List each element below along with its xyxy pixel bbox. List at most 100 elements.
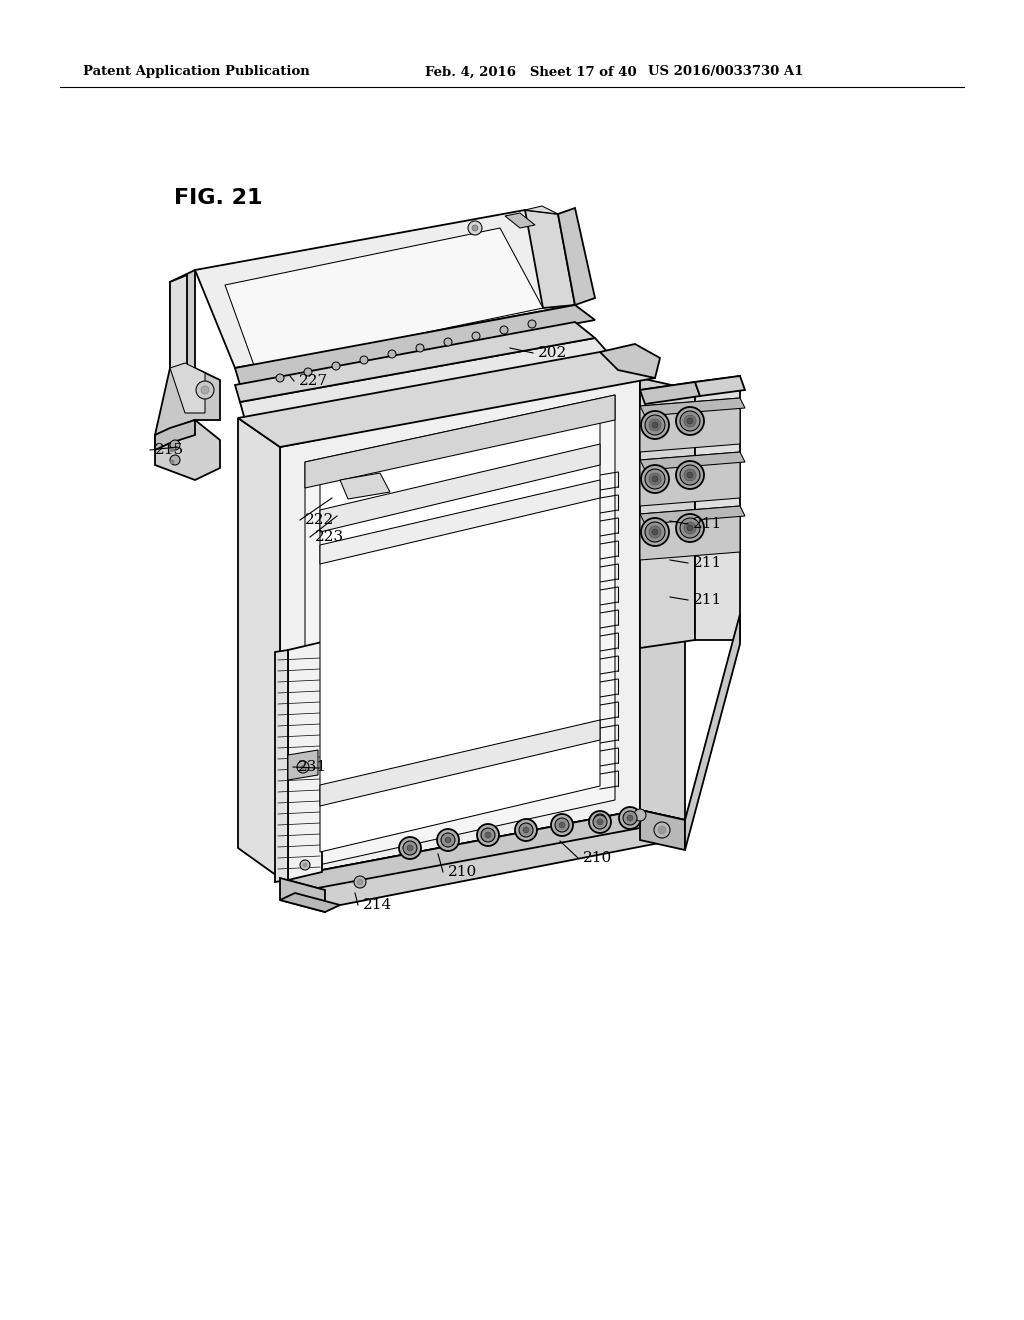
Polygon shape [288, 750, 318, 780]
Circle shape [357, 879, 362, 884]
Polygon shape [640, 451, 745, 470]
Polygon shape [155, 420, 220, 480]
Circle shape [472, 224, 478, 231]
Text: 211: 211 [693, 593, 722, 607]
Text: 215: 215 [155, 444, 184, 457]
Polygon shape [195, 210, 575, 368]
Circle shape [654, 822, 670, 838]
Circle shape [649, 473, 662, 484]
Polygon shape [238, 418, 280, 878]
Polygon shape [238, 352, 655, 447]
Circle shape [485, 832, 490, 838]
Polygon shape [525, 210, 575, 308]
Polygon shape [640, 381, 695, 648]
Circle shape [589, 810, 611, 833]
Polygon shape [640, 810, 685, 850]
Circle shape [676, 513, 705, 543]
Polygon shape [280, 810, 685, 890]
Text: 214: 214 [362, 898, 392, 912]
Circle shape [196, 381, 214, 399]
Circle shape [627, 814, 633, 821]
Circle shape [641, 517, 669, 546]
Circle shape [623, 810, 637, 825]
Circle shape [634, 809, 646, 821]
Polygon shape [319, 411, 600, 851]
Circle shape [500, 326, 508, 334]
Polygon shape [640, 506, 745, 524]
Polygon shape [640, 506, 740, 560]
Circle shape [680, 465, 700, 484]
Circle shape [515, 818, 537, 841]
Circle shape [523, 828, 529, 833]
Circle shape [680, 517, 700, 539]
Circle shape [687, 473, 693, 478]
Polygon shape [525, 206, 558, 214]
Text: 211: 211 [693, 556, 722, 570]
Polygon shape [505, 213, 535, 228]
Polygon shape [170, 363, 205, 413]
Circle shape [593, 814, 607, 829]
Circle shape [332, 362, 340, 370]
Circle shape [170, 440, 180, 450]
Text: Patent Application Publication: Patent Application Publication [83, 66, 309, 78]
Circle shape [519, 822, 534, 837]
Circle shape [276, 374, 284, 381]
Circle shape [645, 521, 665, 543]
Text: 227: 227 [299, 374, 328, 388]
Text: 202: 202 [538, 346, 567, 360]
Circle shape [403, 841, 417, 855]
Circle shape [407, 845, 413, 851]
Circle shape [528, 319, 536, 327]
Circle shape [680, 411, 700, 432]
Circle shape [472, 333, 480, 341]
Circle shape [645, 469, 665, 488]
Polygon shape [234, 305, 595, 385]
Circle shape [468, 220, 482, 235]
Circle shape [551, 814, 573, 836]
Circle shape [354, 876, 366, 888]
Circle shape [559, 822, 565, 828]
Polygon shape [280, 810, 685, 890]
Circle shape [645, 414, 665, 436]
Circle shape [676, 461, 705, 488]
Text: US 2016/0033730 A1: US 2016/0033730 A1 [648, 66, 804, 78]
Polygon shape [240, 338, 610, 420]
Polygon shape [225, 228, 543, 368]
Polygon shape [640, 451, 740, 506]
Text: 210: 210 [583, 851, 612, 865]
Circle shape [676, 407, 705, 436]
Circle shape [684, 521, 696, 535]
Circle shape [304, 368, 312, 376]
Text: 210: 210 [449, 865, 477, 879]
Polygon shape [275, 649, 288, 882]
Circle shape [445, 837, 451, 843]
Polygon shape [170, 271, 195, 381]
Polygon shape [640, 399, 745, 416]
Circle shape [594, 814, 606, 826]
Circle shape [652, 529, 658, 535]
Text: 223: 223 [315, 531, 344, 544]
Text: Feb. 4, 2016   Sheet 17 of 40: Feb. 4, 2016 Sheet 17 of 40 [425, 66, 637, 78]
Circle shape [649, 525, 662, 539]
Polygon shape [640, 399, 740, 451]
Text: FIG. 21: FIG. 21 [174, 187, 262, 209]
Polygon shape [280, 378, 640, 878]
Circle shape [652, 477, 658, 482]
Polygon shape [640, 378, 685, 820]
Circle shape [555, 818, 569, 832]
Circle shape [652, 422, 658, 428]
Polygon shape [558, 209, 595, 305]
Text: 231: 231 [298, 760, 327, 774]
Polygon shape [280, 878, 325, 912]
Circle shape [684, 469, 696, 480]
Text: 222: 222 [305, 513, 334, 527]
Polygon shape [685, 614, 740, 850]
Circle shape [437, 829, 459, 851]
Circle shape [201, 385, 209, 393]
Polygon shape [234, 322, 595, 403]
Polygon shape [155, 420, 195, 450]
Circle shape [687, 525, 693, 531]
Circle shape [297, 762, 309, 774]
Circle shape [477, 824, 499, 846]
Circle shape [170, 459, 174, 465]
